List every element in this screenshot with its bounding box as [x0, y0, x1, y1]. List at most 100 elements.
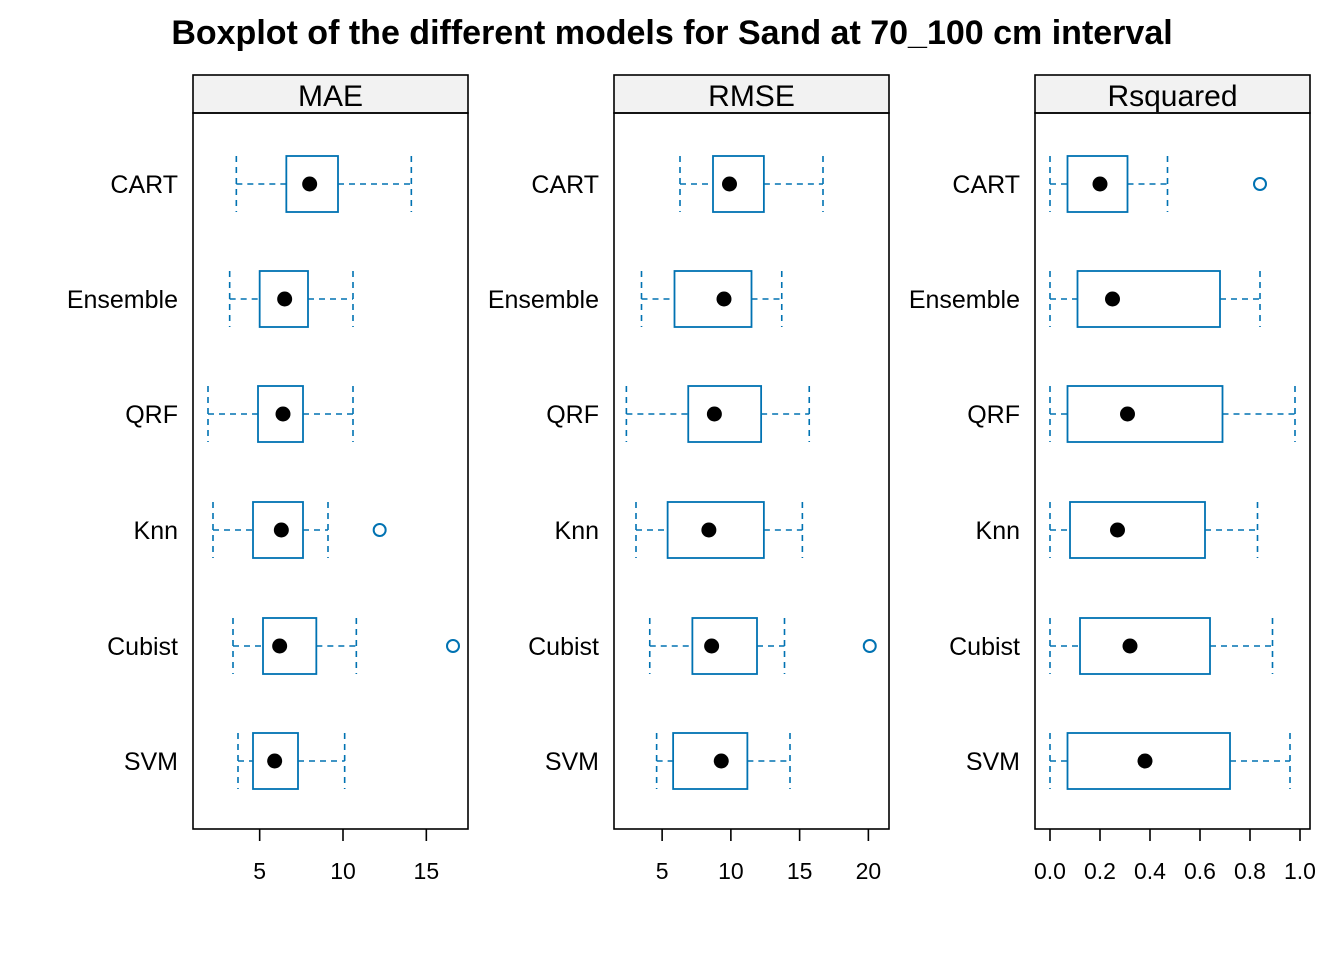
box-cubist	[648, 617, 877, 675]
iqr-box	[691, 617, 758, 675]
iqr-box	[1076, 270, 1221, 328]
iqr-box	[666, 501, 765, 559]
panel-mae: MAE CART Ensemble QRF Knn Cubist SVM 5 10 15	[67, 74, 469, 884]
median-dot	[1122, 638, 1138, 654]
panel-rmse: RMSE CART Ensemble QRF Knn Cubist SVM 5 10 15 20	[488, 74, 890, 884]
box-cart	[679, 155, 824, 213]
median-dot	[713, 753, 729, 769]
strip-label: Rsquared	[1107, 80, 1237, 113]
iqr-box	[258, 270, 309, 328]
category-label: SVM	[966, 748, 1020, 776]
strip-label: MAE	[298, 80, 363, 113]
x-tick-label: 0.0	[1034, 858, 1066, 884]
box-cart	[235, 155, 413, 213]
panel-frame	[613, 112, 890, 830]
median-dot	[302, 176, 318, 192]
category-label: SVM	[124, 748, 178, 776]
iqr-box	[1066, 385, 1224, 443]
chart-title: Boxplot of the different models for Sand…	[171, 14, 1172, 52]
x-tick-label: 20	[856, 858, 882, 884]
iqr-box	[252, 732, 299, 790]
median-dot	[275, 406, 291, 422]
median-dot	[706, 406, 722, 422]
median-dot	[273, 522, 289, 538]
median-dot	[267, 753, 283, 769]
strip-header	[1034, 74, 1311, 114]
x-tick-label: 15	[414, 858, 440, 884]
strip-label: RMSE	[708, 80, 795, 113]
category-label: Knn	[555, 517, 599, 545]
panel-frame	[192, 112, 469, 830]
box-cart	[1049, 155, 1267, 213]
category-label: Knn	[134, 517, 178, 545]
panels: MAE CART Ensemble QRF Knn Cubist SVM 5 10 15 RMSE C…	[67, 74, 1316, 884]
box-qrf	[207, 385, 354, 443]
panel-rsquared: Rsquared CART Ensemble QRF Knn Cubist SVM 0.0 0.…	[909, 74, 1316, 884]
box-svm	[1049, 732, 1291, 790]
strip-header	[613, 74, 890, 114]
x-tick-label: 5	[656, 858, 669, 884]
iqr-box	[262, 617, 318, 675]
median-dot	[1105, 291, 1120, 307]
median-dot	[1120, 406, 1135, 422]
iqr-box	[1066, 732, 1231, 790]
median-dot	[722, 176, 737, 192]
iqr-box	[1069, 501, 1206, 559]
box-svm	[237, 732, 346, 790]
x-tick-label: 0.2	[1084, 858, 1116, 884]
iqr-box	[672, 732, 749, 790]
box-svm	[655, 732, 791, 790]
median-dot	[277, 291, 293, 307]
box-cubist	[232, 617, 460, 675]
x-tick-label: 0.4	[1134, 858, 1166, 884]
outlier-point	[862, 639, 877, 653]
iqr-box	[712, 155, 765, 213]
box-qrf	[1049, 385, 1296, 443]
iqr-box	[673, 270, 753, 328]
median-dot	[1137, 753, 1153, 769]
box-knn	[212, 501, 387, 559]
iqr-box	[252, 501, 304, 559]
iqr-box	[1066, 155, 1129, 213]
category-label: Ensemble	[488, 286, 599, 314]
median-dot	[1092, 176, 1108, 192]
median-dot	[704, 638, 720, 654]
outlier-point	[446, 639, 460, 653]
x-tick-label: 10	[718, 858, 744, 884]
x-tick-label: 10	[330, 858, 356, 884]
iqr-box	[285, 155, 339, 213]
category-label: Cubist	[528, 633, 599, 661]
iqr-box	[257, 385, 304, 443]
median-dot	[701, 522, 717, 538]
category-label: CART	[531, 171, 599, 199]
median-dot	[272, 638, 288, 654]
category-label: Cubist	[949, 633, 1020, 661]
category-label: QRF	[967, 401, 1020, 429]
category-label: Knn	[976, 517, 1020, 545]
box-ensemble	[1049, 270, 1261, 328]
category-label: CART	[110, 171, 178, 199]
category-label: QRF	[125, 401, 178, 429]
category-label: CART	[952, 171, 1020, 199]
box-ensemble	[640, 270, 783, 328]
category-label: SVM	[545, 748, 599, 776]
box-knn	[1049, 501, 1259, 559]
x-tick-label: 15	[787, 858, 813, 884]
box-qrf	[625, 385, 811, 443]
panel-frame	[1034, 112, 1311, 830]
box-cubist	[1049, 617, 1274, 675]
x-tick-label: 0.6	[1184, 858, 1216, 884]
iqr-box	[1079, 617, 1211, 675]
x-tick-label: 0.8	[1234, 858, 1266, 884]
box-ensemble	[228, 270, 354, 328]
median-dot	[716, 291, 732, 307]
box-knn	[635, 501, 804, 559]
category-label: Ensemble	[909, 286, 1020, 314]
outlier-point	[1253, 177, 1267, 191]
x-tick-label: 5	[253, 858, 266, 884]
category-label: Ensemble	[67, 286, 178, 314]
iqr-box	[687, 385, 763, 443]
outlier-point	[372, 523, 387, 537]
